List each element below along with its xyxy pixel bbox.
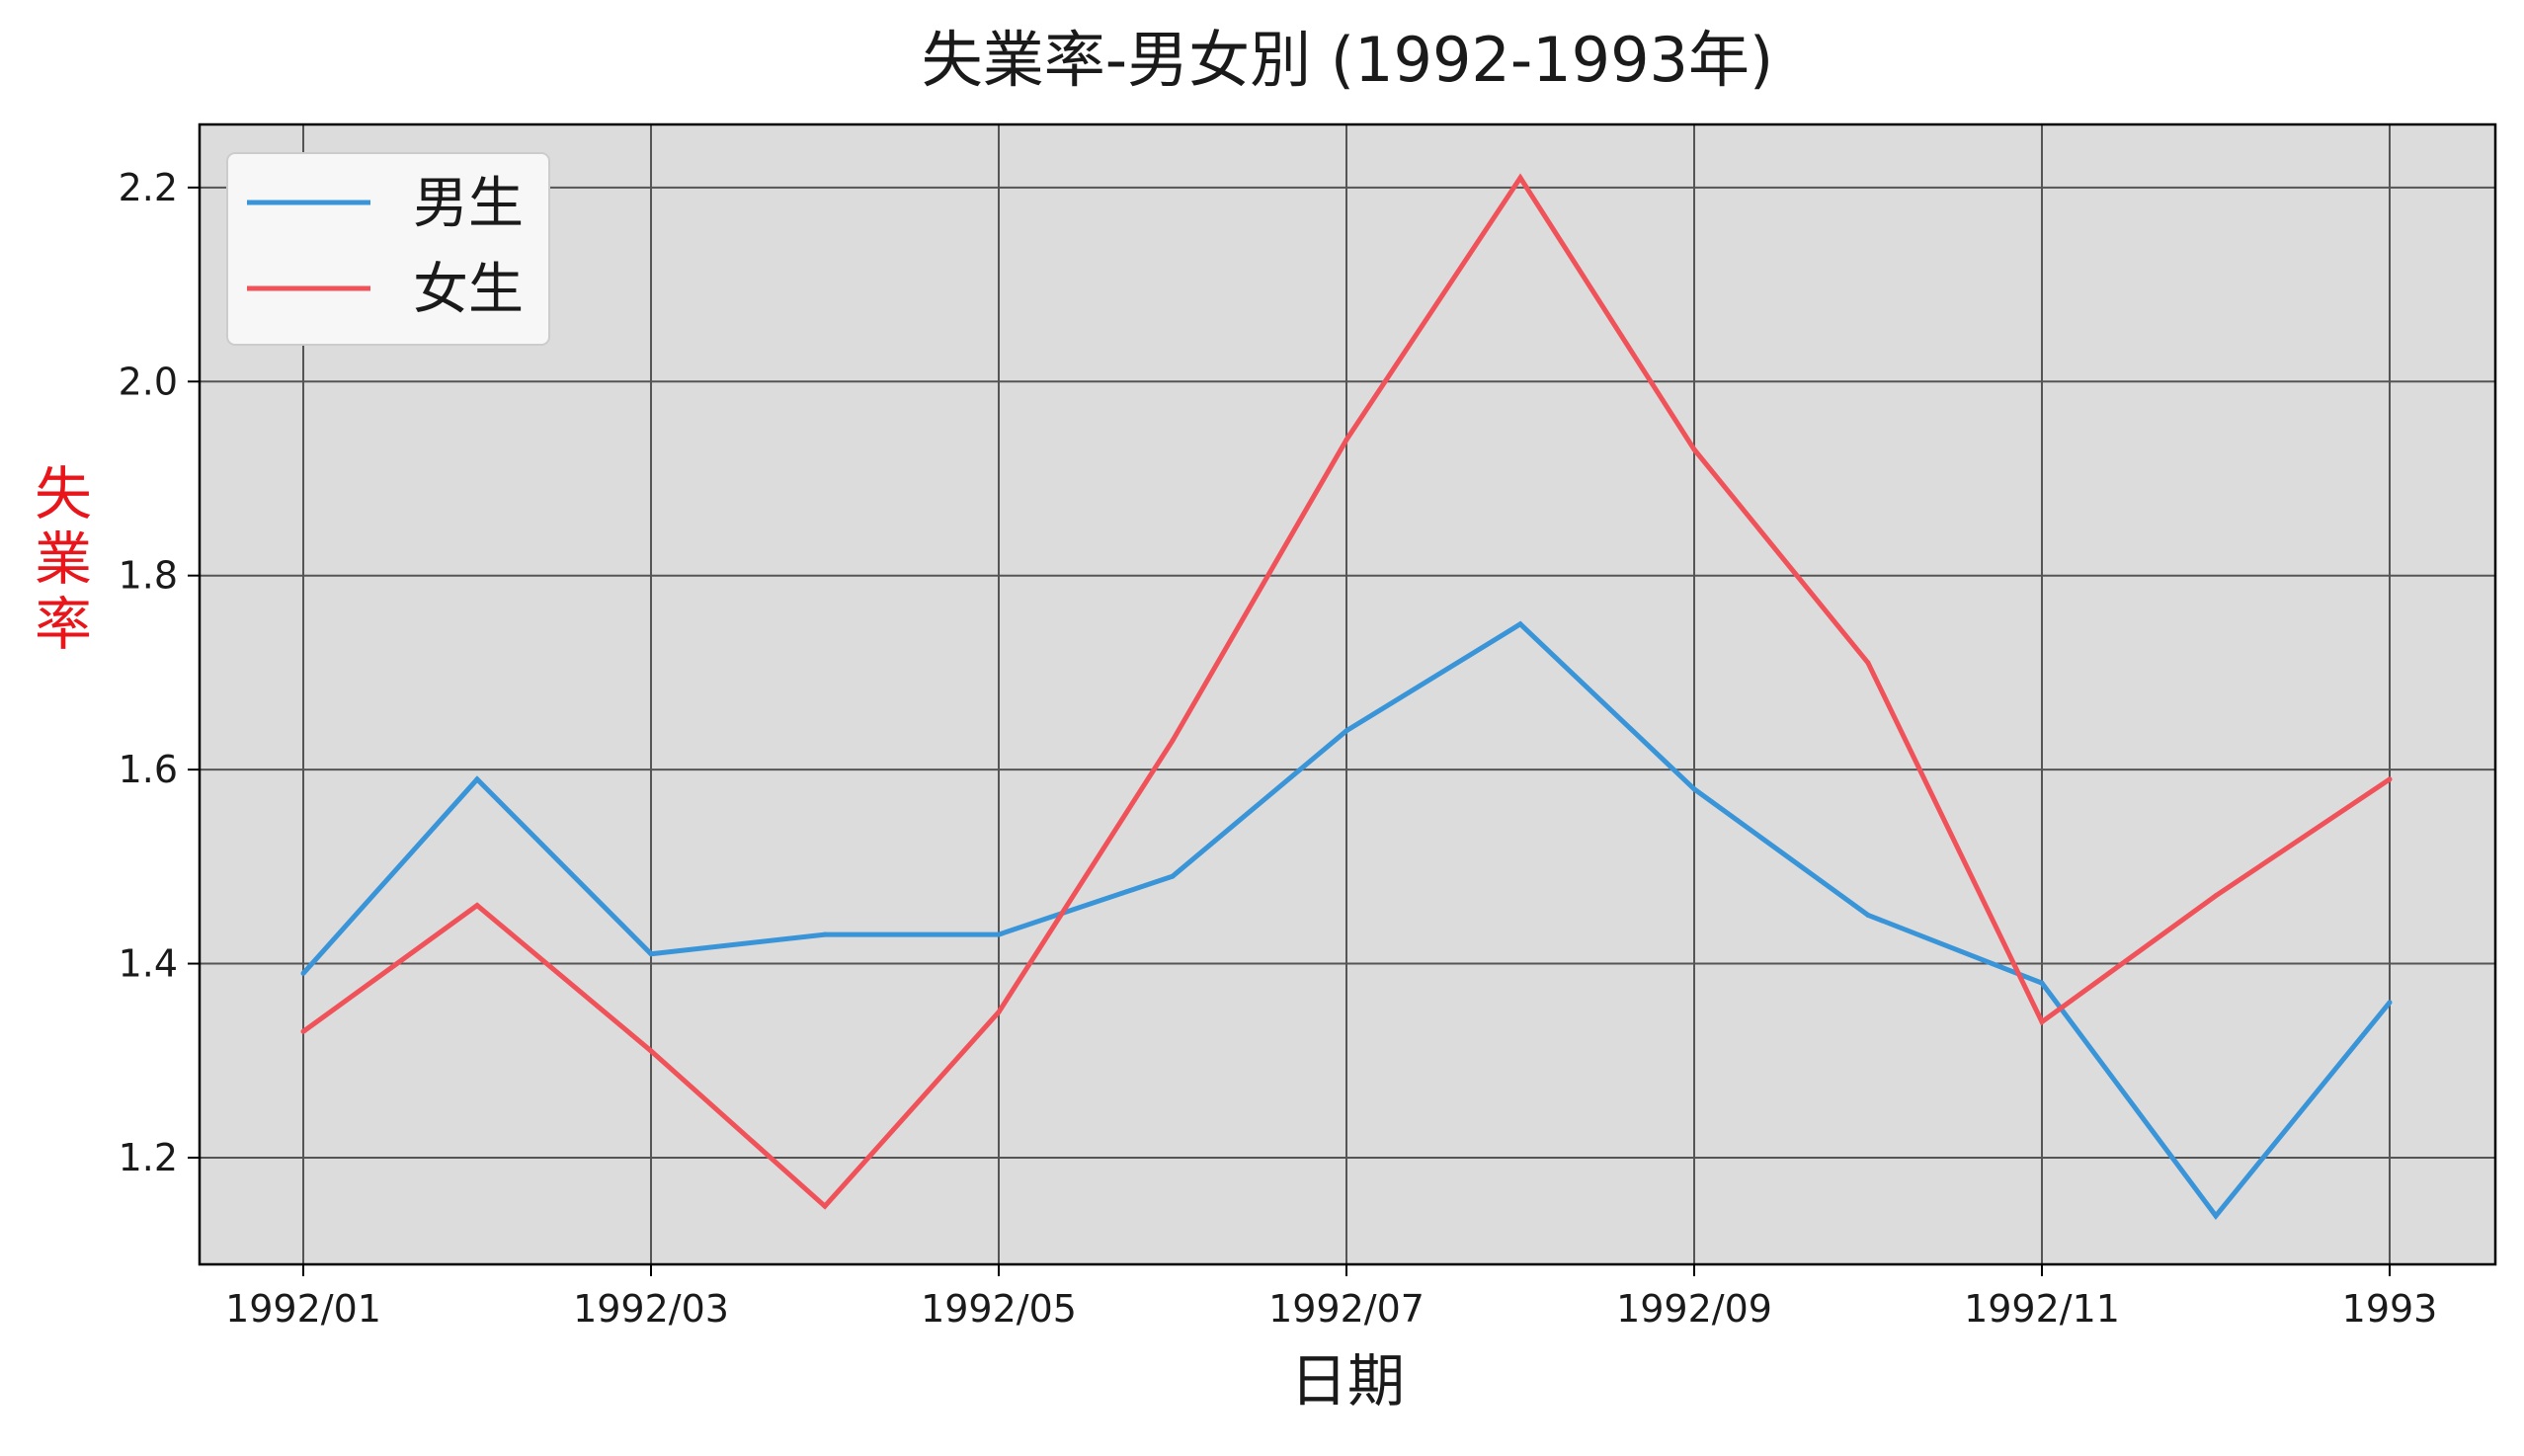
series-1-point xyxy=(822,1203,828,1209)
series-0-point xyxy=(1691,786,1697,792)
series-1-point xyxy=(1517,175,1523,181)
y-axis-label-char: 失 xyxy=(35,460,92,527)
series-1-point xyxy=(2213,893,2219,899)
series-1-point xyxy=(2387,776,2393,782)
y-tick-label: 1.6 xyxy=(119,748,178,791)
series-0-point xyxy=(1343,728,1349,734)
x-tick-label: 1992/09 xyxy=(1616,1287,1772,1331)
y-tick-label: 1.4 xyxy=(119,942,178,986)
legend-label: 男生 xyxy=(413,172,524,236)
y-axis-label-char: 率 xyxy=(35,591,92,658)
series-0-point xyxy=(822,931,828,937)
series-0-point xyxy=(2039,980,2045,986)
series-1-point xyxy=(648,1048,654,1054)
x-axis-label: 日期 xyxy=(1290,1347,1405,1415)
series-0-point xyxy=(1517,621,1523,627)
series-0-point xyxy=(648,951,654,957)
series-1-point xyxy=(1691,446,1697,452)
grid xyxy=(200,124,2495,1264)
series-1-point xyxy=(474,903,480,909)
series-1-point xyxy=(1865,660,1871,666)
x-tick-label: 1992/11 xyxy=(1964,1287,2120,1331)
y-tick-label: 2.0 xyxy=(119,360,178,403)
series-1-point xyxy=(1170,738,1176,744)
series-lines xyxy=(300,173,2393,1220)
series-0-point xyxy=(474,776,480,782)
series-0-point xyxy=(2213,1213,2219,1219)
y-axis-label: 失業率 xyxy=(35,460,92,658)
x-tick-label: 1993 xyxy=(2342,1287,2438,1331)
y-tick-label: 2.2 xyxy=(119,166,178,209)
x-tick-label: 1992/07 xyxy=(1268,1287,1425,1331)
series-0-point xyxy=(2387,1000,2393,1006)
series-0-point xyxy=(1865,912,1871,918)
series-0-point xyxy=(1170,873,1176,879)
series-1-point xyxy=(300,1028,306,1034)
y-tick-label: 1.2 xyxy=(119,1136,178,1179)
series-1-point xyxy=(996,1010,1002,1015)
chart-title: 失業率-男女別 (1992-1993年) xyxy=(922,24,1773,96)
y-tick-label: 1.8 xyxy=(119,554,178,598)
x-tick-label: 1992/05 xyxy=(921,1287,1077,1331)
axis-ticks: 1992/01 1992/03 1992/05 1992/07 1992/09 1992/… xyxy=(119,166,2438,1331)
x-tick-label: 1992/03 xyxy=(573,1287,729,1331)
series-0-point xyxy=(996,931,1002,937)
series-1-point xyxy=(1343,437,1349,443)
series-0-point xyxy=(300,970,306,976)
series-1-point xyxy=(2039,1018,2045,1024)
legend-label: 女生 xyxy=(413,258,524,322)
x-tick-label: 1992/01 xyxy=(225,1287,381,1331)
y-axis-label-char: 業 xyxy=(35,526,92,593)
